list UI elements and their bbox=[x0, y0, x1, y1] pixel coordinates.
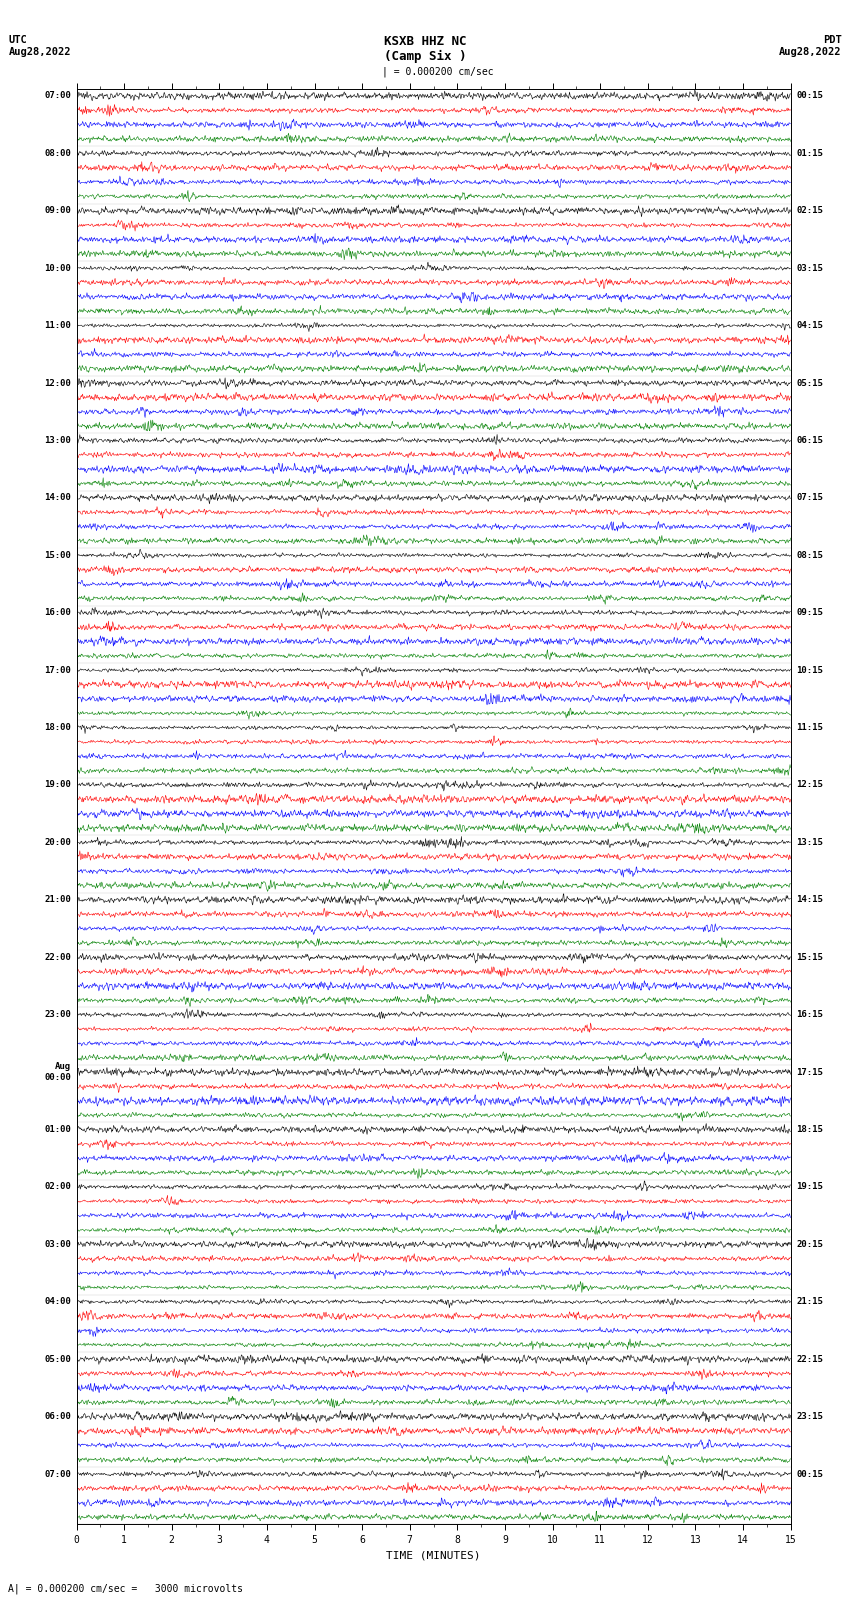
Text: 01:00: 01:00 bbox=[44, 1124, 71, 1134]
Text: 23:15: 23:15 bbox=[796, 1411, 823, 1421]
Text: 00:15: 00:15 bbox=[796, 92, 823, 100]
Text: 05:15: 05:15 bbox=[796, 379, 823, 387]
Text: KSXB HHZ NC: KSXB HHZ NC bbox=[383, 35, 467, 48]
Text: 17:00: 17:00 bbox=[44, 666, 71, 674]
Text: | = 0.000200 cm/sec: | = 0.000200 cm/sec bbox=[382, 66, 494, 77]
Text: UTC
Aug28,2022: UTC Aug28,2022 bbox=[8, 35, 71, 56]
Text: 15:15: 15:15 bbox=[796, 953, 823, 961]
Text: 21:00: 21:00 bbox=[44, 895, 71, 905]
Text: 12:15: 12:15 bbox=[796, 781, 823, 789]
Text: 22:15: 22:15 bbox=[796, 1355, 823, 1363]
Text: 23:00: 23:00 bbox=[44, 1010, 71, 1019]
Text: 22:00: 22:00 bbox=[44, 953, 71, 961]
Text: 19:00: 19:00 bbox=[44, 781, 71, 789]
Text: 07:00: 07:00 bbox=[44, 92, 71, 100]
Text: 06:00: 06:00 bbox=[44, 1411, 71, 1421]
Text: 21:15: 21:15 bbox=[796, 1297, 823, 1307]
Text: 08:00: 08:00 bbox=[44, 148, 71, 158]
Text: 20:15: 20:15 bbox=[796, 1240, 823, 1248]
Text: 11:00: 11:00 bbox=[44, 321, 71, 331]
Text: 14:00: 14:00 bbox=[44, 494, 71, 502]
Text: 09:15: 09:15 bbox=[796, 608, 823, 618]
Text: 04:00: 04:00 bbox=[44, 1297, 71, 1307]
Text: 18:00: 18:00 bbox=[44, 723, 71, 732]
Text: 08:15: 08:15 bbox=[796, 550, 823, 560]
Text: 12:00: 12:00 bbox=[44, 379, 71, 387]
Text: 19:15: 19:15 bbox=[796, 1182, 823, 1192]
Text: 07:15: 07:15 bbox=[796, 494, 823, 502]
Text: 14:15: 14:15 bbox=[796, 895, 823, 905]
X-axis label: TIME (MINUTES): TIME (MINUTES) bbox=[386, 1550, 481, 1560]
Text: 17:15: 17:15 bbox=[796, 1068, 823, 1076]
Text: 04:15: 04:15 bbox=[796, 321, 823, 331]
Text: 06:15: 06:15 bbox=[796, 436, 823, 445]
Text: 16:15: 16:15 bbox=[796, 1010, 823, 1019]
Text: PDT
Aug28,2022: PDT Aug28,2022 bbox=[779, 35, 842, 56]
Text: A| = 0.000200 cm/sec =   3000 microvolts: A| = 0.000200 cm/sec = 3000 microvolts bbox=[8, 1582, 243, 1594]
Text: 03:15: 03:15 bbox=[796, 263, 823, 273]
Text: 07:00: 07:00 bbox=[44, 1469, 71, 1479]
Text: 16:00: 16:00 bbox=[44, 608, 71, 618]
Text: 05:00: 05:00 bbox=[44, 1355, 71, 1363]
Text: Aug
00:00: Aug 00:00 bbox=[44, 1063, 71, 1082]
Text: 01:15: 01:15 bbox=[796, 148, 823, 158]
Text: 15:00: 15:00 bbox=[44, 550, 71, 560]
Text: 10:00: 10:00 bbox=[44, 263, 71, 273]
Text: 11:15: 11:15 bbox=[796, 723, 823, 732]
Text: 18:15: 18:15 bbox=[796, 1124, 823, 1134]
Text: 13:15: 13:15 bbox=[796, 837, 823, 847]
Text: 10:15: 10:15 bbox=[796, 666, 823, 674]
Text: 03:00: 03:00 bbox=[44, 1240, 71, 1248]
Text: 20:00: 20:00 bbox=[44, 837, 71, 847]
Text: (Camp Six ): (Camp Six ) bbox=[383, 50, 467, 63]
Text: 13:00: 13:00 bbox=[44, 436, 71, 445]
Text: 02:00: 02:00 bbox=[44, 1182, 71, 1192]
Text: 00:15: 00:15 bbox=[796, 1469, 823, 1479]
Text: 09:00: 09:00 bbox=[44, 206, 71, 215]
Text: 02:15: 02:15 bbox=[796, 206, 823, 215]
